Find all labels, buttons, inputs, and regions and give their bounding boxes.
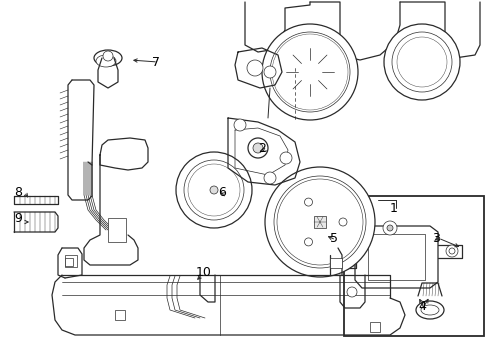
Circle shape bbox=[247, 138, 267, 158]
Circle shape bbox=[205, 182, 222, 198]
Text: 10: 10 bbox=[196, 266, 211, 279]
Ellipse shape bbox=[415, 301, 443, 319]
Circle shape bbox=[269, 32, 349, 112]
Text: 1: 1 bbox=[389, 202, 397, 215]
Circle shape bbox=[280, 42, 339, 102]
Circle shape bbox=[183, 160, 244, 220]
Circle shape bbox=[299, 62, 319, 82]
Circle shape bbox=[396, 37, 446, 87]
Text: 4: 4 bbox=[417, 300, 425, 312]
Circle shape bbox=[287, 190, 351, 254]
Bar bbox=[65, 255, 77, 267]
Circle shape bbox=[196, 172, 231, 208]
Circle shape bbox=[304, 198, 312, 206]
Circle shape bbox=[276, 179, 362, 265]
Ellipse shape bbox=[94, 50, 122, 66]
Bar bbox=[108, 218, 126, 242]
Circle shape bbox=[280, 152, 291, 164]
Circle shape bbox=[234, 119, 245, 131]
Bar bbox=[343, 196, 483, 336]
Circle shape bbox=[313, 216, 325, 228]
Circle shape bbox=[304, 238, 312, 246]
Circle shape bbox=[246, 60, 263, 76]
Text: 3: 3 bbox=[431, 231, 439, 244]
Circle shape bbox=[271, 34, 347, 110]
Circle shape bbox=[338, 218, 346, 226]
Circle shape bbox=[262, 24, 357, 120]
Circle shape bbox=[346, 287, 356, 297]
Circle shape bbox=[382, 221, 396, 235]
Bar bbox=[313, 216, 325, 228]
Text: 6: 6 bbox=[218, 185, 225, 198]
Circle shape bbox=[386, 225, 392, 231]
Circle shape bbox=[264, 167, 374, 277]
Circle shape bbox=[383, 24, 459, 100]
Circle shape bbox=[252, 143, 263, 153]
Circle shape bbox=[274, 37, 345, 107]
Circle shape bbox=[405, 46, 437, 78]
Circle shape bbox=[304, 206, 335, 238]
Circle shape bbox=[445, 245, 457, 257]
Circle shape bbox=[264, 172, 275, 184]
Circle shape bbox=[401, 42, 441, 82]
Text: 5: 5 bbox=[329, 231, 337, 244]
Circle shape bbox=[416, 57, 426, 67]
Text: 8: 8 bbox=[14, 185, 22, 198]
Circle shape bbox=[391, 32, 451, 92]
Circle shape bbox=[280, 182, 359, 262]
Bar bbox=[65, 258, 73, 266]
Text: 2: 2 bbox=[258, 141, 265, 154]
Circle shape bbox=[103, 51, 113, 61]
Circle shape bbox=[209, 186, 218, 194]
Text: 9: 9 bbox=[14, 211, 22, 225]
Circle shape bbox=[187, 164, 240, 216]
Bar bbox=[329, 258, 341, 268]
Circle shape bbox=[192, 168, 236, 212]
Circle shape bbox=[273, 176, 365, 268]
Circle shape bbox=[264, 66, 275, 78]
Circle shape bbox=[176, 152, 251, 228]
Circle shape bbox=[448, 248, 454, 254]
Bar bbox=[369, 322, 379, 332]
Circle shape bbox=[284, 186, 355, 258]
Bar bbox=[115, 310, 125, 320]
Ellipse shape bbox=[420, 305, 438, 315]
Text: 7: 7 bbox=[152, 55, 160, 68]
Circle shape bbox=[284, 46, 335, 98]
Ellipse shape bbox=[96, 55, 116, 67]
